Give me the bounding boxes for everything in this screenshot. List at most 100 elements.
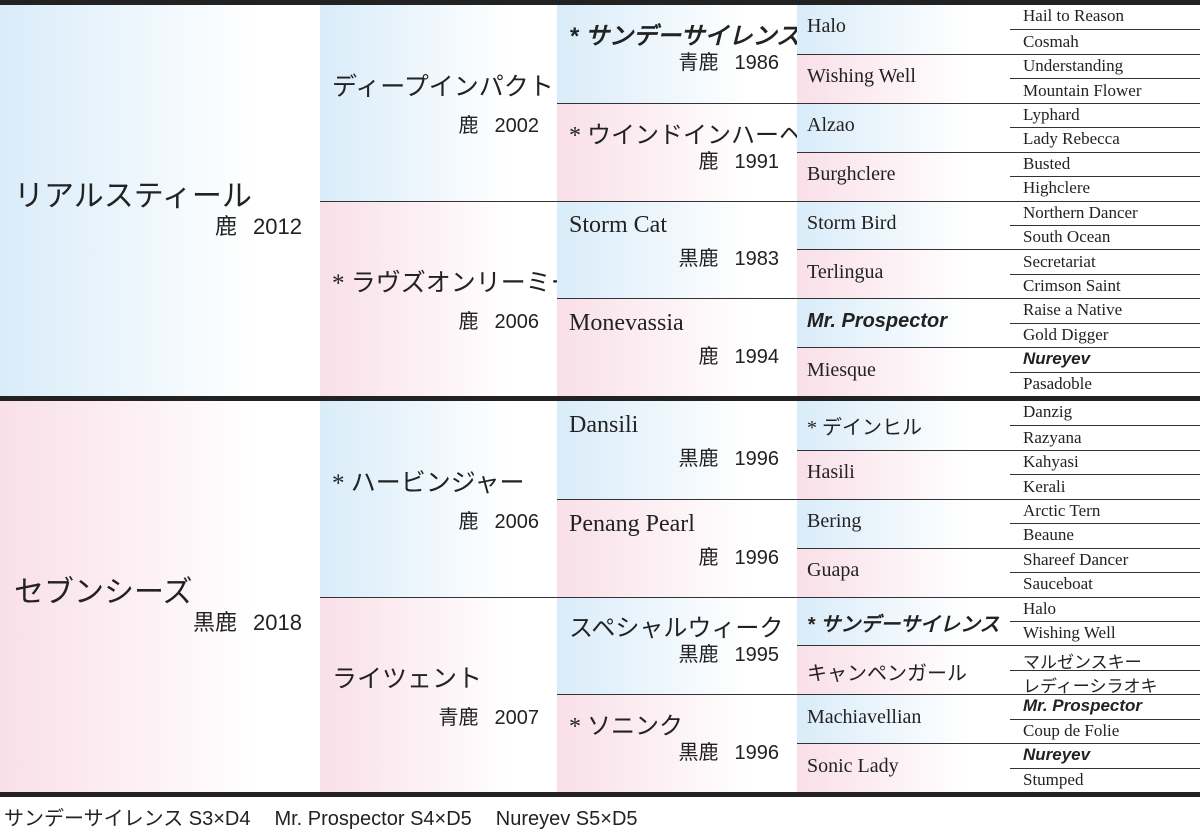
horse-name: Mountain Flower bbox=[1023, 80, 1142, 100]
horse-name: * ラヴズオンリーミー bbox=[332, 270, 576, 298]
coat: 黒鹿 bbox=[678, 644, 719, 667]
horse-name: ライツェント bbox=[332, 666, 483, 694]
inbreeding-item: サンデーサイレンス S3×D4 bbox=[4, 808, 251, 830]
birth-year: 2002 bbox=[494, 114, 540, 137]
horse-name: Kahyasi bbox=[1023, 452, 1079, 472]
pedigree-cell: Kerali bbox=[1010, 474, 1200, 498]
pedigree-cell: * サンデーサイレンス 青鹿 1986 bbox=[557, 5, 801, 103]
horse-name: セブンシーズ bbox=[14, 575, 193, 609]
horse-name: Northern Dancer bbox=[1023, 202, 1138, 222]
pedigree-cell: Machiavellian bbox=[797, 694, 1010, 744]
coat-year: 鹿 1996 bbox=[699, 541, 780, 570]
pedigree-cell: Pasadoble bbox=[1010, 371, 1200, 396]
coat: 鹿 bbox=[698, 346, 719, 369]
pedigree-cell: Gold Digger bbox=[1010, 322, 1200, 347]
coat: 鹿 bbox=[698, 150, 719, 173]
middle-rule bbox=[0, 396, 1200, 401]
birth-year: 1996 bbox=[734, 742, 780, 765]
horse-name: Wishing Well bbox=[1023, 623, 1116, 643]
horse-name: Penang Pearl bbox=[569, 510, 695, 537]
horse-name: Busted bbox=[1023, 153, 1071, 173]
pedigree-cell: Stumped bbox=[1010, 767, 1200, 792]
horse-name: * サンデーサイレンス bbox=[569, 22, 801, 50]
coat-year: 黒鹿 1996 bbox=[679, 442, 780, 471]
inbreeding-item: Mr. Prospector S4×D5 bbox=[274, 808, 472, 830]
horse-name: Mr. Prospector bbox=[1023, 696, 1143, 716]
pedigree-cell: Mr. Prospector bbox=[797, 298, 1010, 348]
pedigree-cell: キャンペンガール bbox=[797, 645, 1010, 695]
pedigree-cell: マルゼンスキー bbox=[1010, 645, 1200, 672]
top-rule bbox=[0, 0, 1200, 5]
coat: 黒鹿 bbox=[678, 447, 719, 470]
horse-name: Monevassia bbox=[569, 310, 684, 337]
pedigree-cell: Monevassia 鹿 1994 bbox=[557, 298, 797, 396]
horse-name: Machiavellian bbox=[807, 705, 922, 728]
pedigree-cell: Busted bbox=[1010, 151, 1200, 176]
horse-name: Kerali bbox=[1023, 476, 1066, 496]
horse-name: * デインヒル bbox=[807, 417, 922, 440]
coat-year: 黒鹿 2018 bbox=[193, 605, 302, 637]
pedigree-cell: Dansili 黒鹿 1996 bbox=[557, 401, 797, 499]
inbreeding-item: Nureyev S5×D5 bbox=[495, 808, 638, 830]
coat: 鹿 bbox=[215, 213, 238, 239]
pedigree-cell: Halo bbox=[1010, 596, 1200, 621]
pedigree-cell: Guapa bbox=[797, 547, 1010, 597]
coat-year: 鹿 2006 bbox=[459, 505, 540, 534]
pedigree-cell: Storm Cat 黒鹿 1983 bbox=[557, 200, 797, 299]
coat-year: 青鹿 1986 bbox=[679, 46, 780, 75]
pedigree-cell: Nureyev bbox=[1010, 347, 1200, 371]
birth-year: 2006 bbox=[494, 510, 540, 533]
pedigree-cell: * ソニンク 黒鹿 1996 bbox=[557, 694, 797, 792]
horse-name: Crimson Saint bbox=[1023, 276, 1121, 296]
pedigree-cell: リアルスティール鹿 2012 bbox=[0, 5, 320, 396]
pedigree-cell: Lyphard bbox=[1010, 102, 1200, 127]
coat: 黒鹿 bbox=[193, 609, 238, 635]
coat-year: 鹿 2002 bbox=[459, 109, 540, 138]
horse-name: Lyphard bbox=[1023, 104, 1080, 124]
pedigree-cell: Highclere bbox=[1010, 176, 1200, 200]
pedigree-cell: Understanding bbox=[1010, 53, 1200, 78]
pedigree-cell: スペシャルウィーク 黒鹿 1995 bbox=[557, 596, 797, 695]
coat: 鹿 bbox=[458, 311, 479, 334]
horse-name: Coup de Folie bbox=[1023, 720, 1120, 740]
horse-name: Highclere bbox=[1023, 178, 1091, 198]
horse-name: Storm Bird bbox=[807, 211, 897, 234]
horse-name: スペシャルウィーク bbox=[569, 616, 784, 643]
pedigree-cell: Secretariat bbox=[1010, 249, 1200, 273]
coat: 青鹿 bbox=[438, 707, 479, 730]
horse-name: Storm Cat bbox=[569, 212, 668, 239]
horse-name: Gold Digger bbox=[1023, 324, 1109, 344]
coat-year: 鹿 1991 bbox=[699, 145, 780, 174]
coat-year: 黒鹿 1995 bbox=[679, 638, 780, 667]
horse-name: * ウインドインハーヘア bbox=[569, 122, 827, 149]
pedigree-cell: Beaune bbox=[1010, 523, 1200, 547]
pedigree-cell: Sonic Lady bbox=[797, 743, 1010, 792]
pedigree-cell: Raise a Native bbox=[1010, 298, 1200, 322]
birth-year: 1986 bbox=[734, 51, 780, 74]
horse-name: Shareef Dancer bbox=[1023, 549, 1129, 569]
horse-name: Stumped bbox=[1023, 769, 1084, 789]
horse-name: Bering bbox=[807, 510, 862, 533]
pedigree-cell: Mr. Prospector bbox=[1010, 694, 1200, 718]
horse-name: マルゼンスキー bbox=[1023, 652, 1142, 672]
pedigree-cell: Danzig bbox=[1010, 401, 1200, 425]
horse-name: ディープインパクト bbox=[332, 73, 554, 101]
pedigree-cell: Halo bbox=[797, 5, 1010, 54]
coat: 鹿 bbox=[458, 114, 479, 137]
inbreeding-note: サンデーサイレンス S3×D4 Mr. Prospector S4×D5 Nurey… bbox=[4, 802, 662, 831]
horse-name: South Ocean bbox=[1023, 227, 1111, 247]
horse-name: Pasadoble bbox=[1023, 373, 1092, 393]
horse-name: Sauceboat bbox=[1023, 574, 1093, 594]
horse-name: Burghclere bbox=[807, 163, 896, 186]
horse-name: Nureyev bbox=[1023, 745, 1091, 765]
pedigree-cell: Alzao bbox=[797, 102, 1010, 152]
horse-name: Raise a Native bbox=[1023, 300, 1123, 320]
pedigree-cell: Wishing Well bbox=[1010, 620, 1200, 645]
pedigree-cell: Cosmah bbox=[1010, 29, 1200, 53]
birth-year: 1983 bbox=[734, 248, 780, 271]
horse-name: レディーシラオキ bbox=[1023, 677, 1158, 697]
horse-name: Danzig bbox=[1023, 402, 1073, 422]
coat: 鹿 bbox=[698, 546, 719, 569]
birth-year: 1994 bbox=[734, 346, 780, 369]
